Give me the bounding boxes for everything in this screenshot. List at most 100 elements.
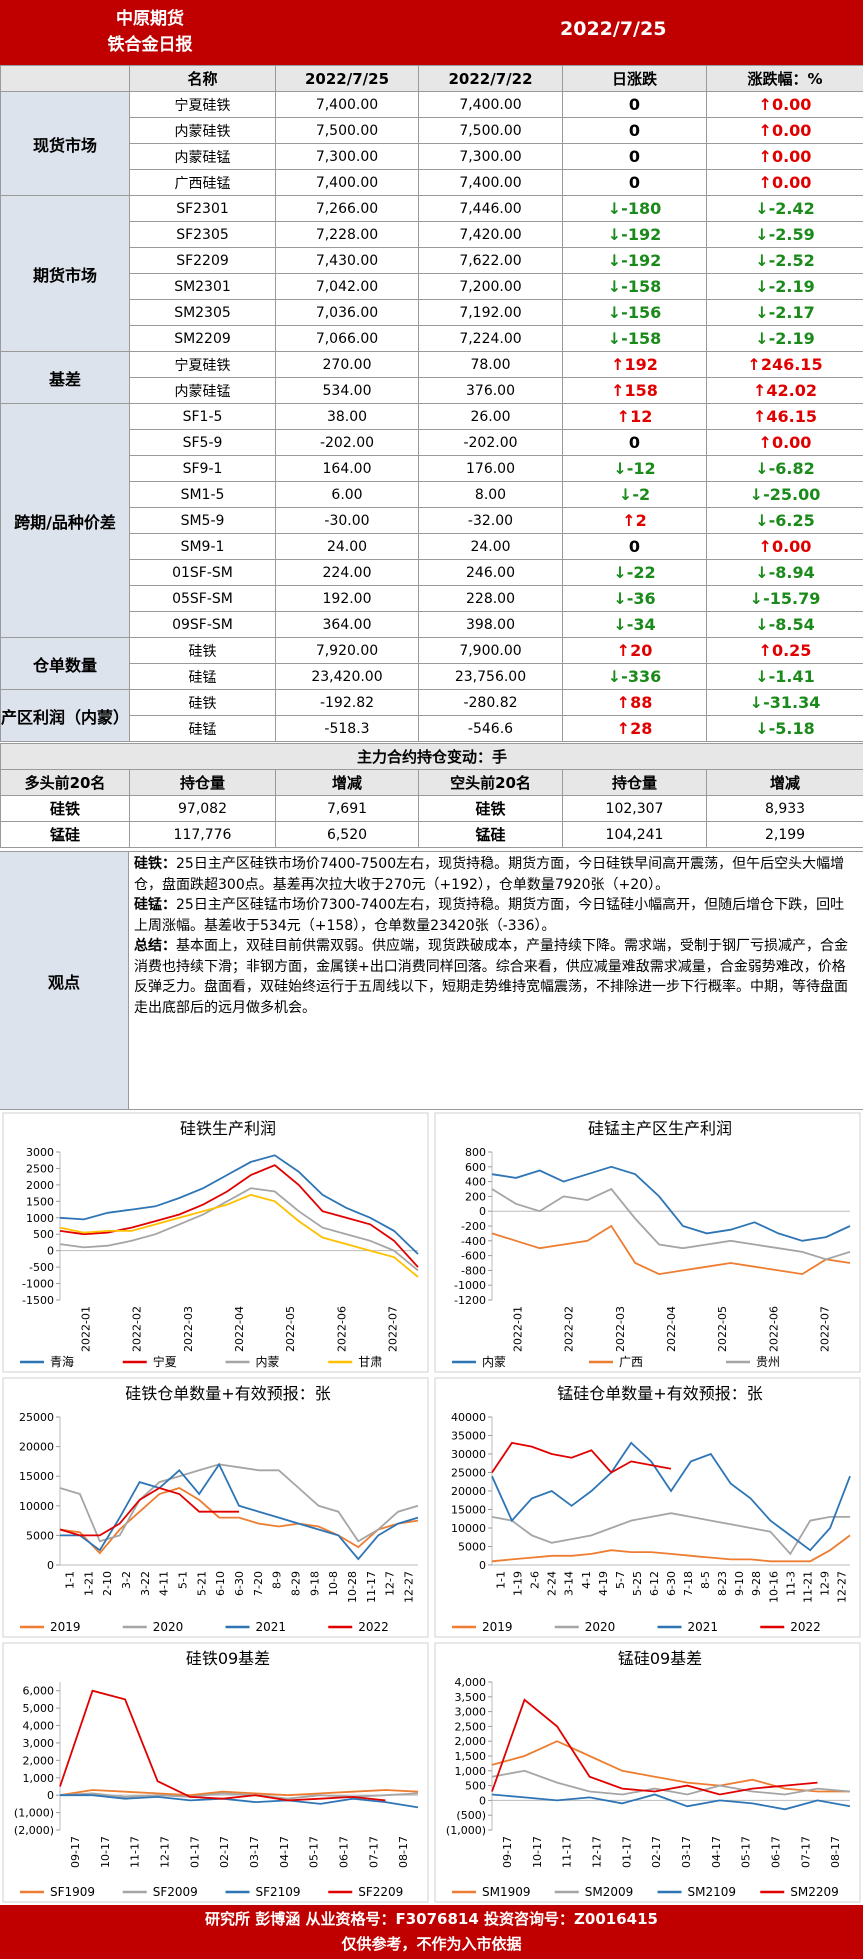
price-cell: -32.00 [418, 507, 563, 534]
x-tick-label: 10-16 [767, 1571, 780, 1603]
legend-label: 2022 [790, 1620, 821, 1634]
y-tick-label: 1,000 [23, 1772, 55, 1785]
header-cell: 多头前20名 [0, 769, 130, 796]
view-paragraph: 硅锰：25日主产区硅锰市场价7300-7400左右，现货持稳。期货方面，今日锰硅… [134, 895, 856, 936]
chart-frame [434, 1377, 861, 1638]
legend-label: 青海 [50, 1354, 74, 1369]
report-name: 铁合金日报 [107, 35, 193, 55]
position-cell: 锰硅 [0, 821, 130, 848]
series-line [491, 1793, 851, 1811]
change-cell: ↑192 [562, 351, 707, 378]
item-name: 硅锰 [129, 715, 276, 742]
chart: 硅锰主产区生产利润 -1200 -1000 -800-600 -400 -200 0 2004… [434, 1112, 861, 1373]
y-tick-label: 0 [47, 1789, 54, 1802]
section-label: 仓单数量 [0, 637, 130, 690]
price-cell: 24.00 [275, 533, 419, 560]
series-line [491, 1534, 851, 1563]
position-cell: 97,082 [129, 795, 276, 822]
y-tick-label: 1000 [26, 1212, 54, 1225]
series-line [491, 1187, 851, 1261]
y-tick-label: 5000 [26, 1529, 54, 1542]
series-line [60, 1794, 419, 1809]
y-tick-label: 2,000 [455, 1735, 487, 1748]
x-tick-label: 02-17 [650, 1836, 663, 1868]
x-tick-label: 12-27 [403, 1571, 416, 1603]
change-cell: 0 [562, 533, 707, 560]
y-tick-label: 600 [465, 1161, 486, 1174]
item-name: 01SF-SM [129, 559, 276, 586]
change-cell: ↑246.15 [706, 351, 863, 378]
item-name: SM1-5 [129, 481, 276, 508]
change-cell: ↓-2.52 [706, 247, 863, 274]
x-tick-label: 12-9 [818, 1571, 831, 1596]
title-row: 主力合约持仓变动：手 [0, 743, 863, 770]
table-row: 01SF-SM 224.00 246.00 ↓-22 ↓-8.94 [1, 559, 863, 586]
y-tick-label: -1000 [22, 1278, 54, 1291]
x-tick-label: 10-28 [346, 1571, 359, 1603]
legend-label: 2020 [585, 1620, 616, 1634]
item-name: SF1-5 [129, 403, 276, 430]
legend-label: 2020 [153, 1620, 184, 1634]
table-row: 内蒙硅锰 7,300.00 7,300.00 0 ↑0.00 [1, 143, 863, 170]
change-cell: ↑28 [562, 715, 707, 742]
table-row: SF2305 7,228.00 7,420.00 ↓-192 ↓-2.59 [1, 221, 863, 248]
footer-line: 仅供参考，不作为入市依据 [341, 1935, 522, 1953]
legend-label: SF2209 [358, 1885, 403, 1899]
x-tick-label: 12-17 [590, 1836, 603, 1868]
table-row: SM9-1 24.00 24.00 0 ↑0.00 [1, 533, 863, 560]
positions-table: 主力合约持仓变动：手 多头前20名 持仓量 增减 空头前20名 持仓量 增减 硅铁 97,082… [0, 743, 863, 848]
chart-frame [2, 1112, 429, 1373]
chart-title: 硅铁仓单数量+有效预报：张 [125, 1384, 330, 1403]
price-cell: 7,200.00 [418, 273, 563, 300]
legend-label: 宁夏 [153, 1354, 177, 1369]
legend-label: 贵州 [756, 1355, 780, 1369]
series-line [491, 1769, 851, 1796]
legend-label: SF1909 [50, 1885, 95, 1899]
price-cell: 7,224.00 [418, 325, 563, 352]
legend-label: SM1909 [482, 1885, 531, 1899]
change-cell: ↓-1.41 [706, 663, 863, 690]
table-row: 期货市场 SF2301 7,266.00 7,446.00 ↓-180 ↓-2.42 [0, 195, 863, 352]
price-cell: 224.00 [275, 559, 419, 586]
y-tick-label: 2,500 [455, 1720, 487, 1733]
y-tick-label: 6,000 [23, 1685, 55, 1698]
x-tick-label: 1-19 [512, 1571, 525, 1596]
change-cell: ↓-2.42 [706, 195, 863, 222]
y-tick-label: (500) [456, 1809, 486, 1822]
change-cell: 0 [562, 91, 707, 118]
charts: 硅铁生产利润 -1500 -1000 -500 0 500 1000 1500 2000 2500… [0, 1110, 863, 1905]
price-cell: 176.00 [418, 455, 563, 482]
x-tick-label: 2022-05 [716, 1306, 729, 1352]
item-name: 硅铁 [129, 637, 276, 664]
series-line [491, 1698, 818, 1796]
x-tick-label: 01-17 [620, 1836, 633, 1868]
series-line [491, 1165, 851, 1242]
y-tick-label: 10000 [451, 1522, 486, 1535]
chart-frame [434, 1642, 861, 1903]
change-cell: ↑0.25 [706, 637, 863, 664]
price-cell: 7,400.00 [418, 169, 563, 196]
x-tick-label: 4-19 [597, 1571, 610, 1596]
item-name: 硅铁 [129, 689, 276, 716]
position-cell: 6,520 [275, 821, 419, 848]
chart-title: 硅铁09基差 [186, 1649, 270, 1668]
y-tick-label: 5000 [458, 1541, 486, 1554]
views-label: 观点 [0, 852, 129, 1109]
change-cell: ↓-192 [562, 221, 707, 248]
chart-title: 锰硅09基差 [618, 1649, 702, 1668]
x-tick-label: 03-17 [680, 1836, 693, 1868]
y-tick-label: 3,000 [23, 1737, 55, 1750]
x-tick-label: 2022-02 [563, 1306, 576, 1352]
y-tick-label: -400 [461, 1235, 486, 1248]
legend-label: 内蒙 [256, 1355, 280, 1369]
section-label: 基差 [0, 351, 130, 404]
price-cell: 7,920.00 [275, 637, 419, 664]
change-cell: ↓-25.00 [706, 481, 863, 508]
series-line [491, 1740, 850, 1793]
header: 中原期货 铁合金日报 2022/7/25 [0, 0, 863, 65]
y-tick-label: -800 [461, 1264, 486, 1277]
y-tick-label: 500 [465, 1780, 486, 1793]
change-cell: ↑46.15 [706, 403, 863, 430]
change-cell: ↑20 [562, 637, 707, 664]
